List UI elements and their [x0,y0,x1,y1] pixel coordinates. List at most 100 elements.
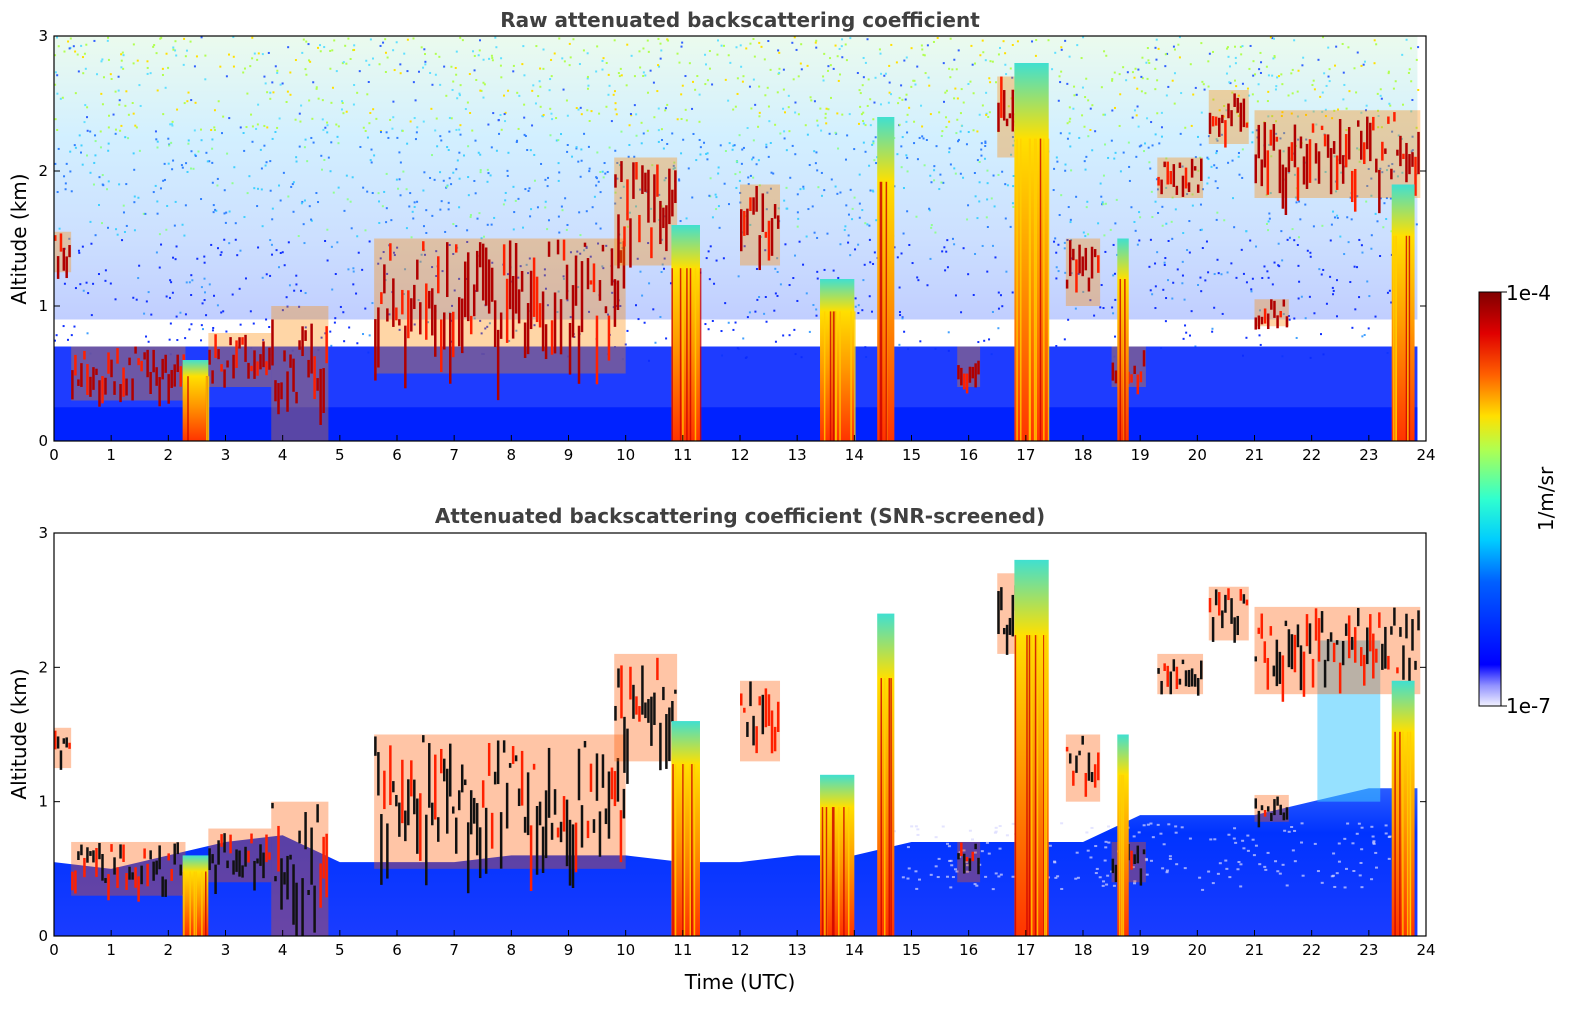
noise-speckle [620,74,623,77]
cloud-layer-streak [1350,636,1354,650]
cloud-layer-streak [422,735,425,743]
cloud-layer-streak [1175,185,1179,195]
noise-speckle [152,191,155,194]
low-snr-speck [937,857,941,860]
cloud-layer-streak [1272,124,1276,151]
noise-speckle [883,74,886,77]
noise-speckle [954,172,957,175]
precip-streak [193,871,196,936]
noise-speckle [1293,39,1296,42]
noise-speckle [200,324,203,327]
cloud-layer-streak [656,164,659,197]
cloud-layer-streak [1260,316,1264,325]
low-snr-speck [1207,870,1211,873]
low-snr-speck [955,870,959,873]
noise-speckle [490,146,493,149]
noise-speckle [1379,197,1382,200]
noise-speckle [135,126,138,129]
cloud-layer-streak [1414,156,1417,196]
noise-speckle [455,73,458,76]
noise-speckle [682,138,685,141]
noise-speckle [201,302,204,305]
cloud-layer-streak [553,292,557,354]
low-snr-speck [1112,884,1116,887]
noise-speckle [1239,45,1242,48]
noise-speckle [368,122,371,125]
cloud-layer-streak [1393,607,1396,626]
noise-speckle [371,57,374,60]
noise-speckle [906,113,909,116]
cloud-layer-streak [475,250,479,292]
noise-speckle [776,270,779,273]
cloud-layer-streak [158,377,161,407]
noise-speckle [215,209,218,212]
noise-speckle [1281,111,1284,114]
noise-speckle [1199,143,1202,146]
noise-speckle [1112,243,1115,246]
noise-speckle [997,307,1000,310]
noise-speckle [707,250,710,253]
noise-speckle [347,37,350,40]
noise-speckle [794,101,797,104]
noise-speckle [171,291,174,294]
cloud-layer-streak [559,821,563,843]
noise-speckle [1379,255,1382,258]
noise-speckle [642,132,645,135]
noise-speckle [857,122,860,125]
cloud-layer-streak [469,315,473,335]
noise-speckle [469,215,472,218]
noise-speckle [1068,132,1071,135]
noise-speckle [685,119,688,122]
cloud-layer-streak [1093,249,1097,258]
noise-speckle [201,328,204,331]
noise-speckle [62,325,65,328]
noise-speckle [228,117,231,120]
noise-speckle [165,295,168,298]
noise-speckle [829,57,832,60]
noise-speckle [1241,82,1244,85]
noise-speckle [1380,126,1383,129]
noise-speckle [477,54,480,57]
noise-speckle [137,277,140,280]
noise-speckle [189,40,192,43]
noise-speckle [739,44,742,47]
noise-speckle [495,149,498,152]
low-snr-speck [1056,875,1060,878]
noise-speckle [232,36,235,39]
x-tick-label: 1 [106,941,116,959]
noise-speckle [1298,200,1301,203]
noise-speckle [155,52,158,55]
noise-speckle [1327,46,1330,49]
cloud-layer-streak [1381,643,1384,670]
noise-speckle [274,130,277,133]
noise-speckle [480,332,483,335]
low-snr-speck [1384,824,1388,827]
precip-streak [880,678,883,936]
noise-speckle [147,340,150,343]
noise-speckle [1081,86,1084,89]
cloud-layer-streak [377,307,380,368]
cloud-layer-streak [119,844,122,859]
noise-speckle [1200,290,1203,293]
cloud-layer-streak [529,270,533,330]
noise-speckle [832,269,835,272]
cloud-layer-streak [425,283,428,340]
noise-speckle [638,50,641,53]
noise-speckle [1241,45,1244,48]
noise-speckle [1249,44,1252,47]
precip-streak [832,311,835,441]
noise-speckle [257,246,260,249]
noise-speckle [160,243,163,246]
noise-speckle [1358,160,1361,163]
noise-speckle [678,61,681,64]
cloud-layer-streak [220,834,223,847]
noise-speckle [1407,71,1410,74]
cloud-layer-streak [1359,130,1363,160]
noise-speckle [155,138,158,141]
noise-speckle [946,239,949,242]
noise-speckle [459,124,462,127]
noise-speckle [146,66,149,69]
noise-speckle [1188,251,1191,254]
cloud-layer-streak [1347,615,1351,659]
low-snr-speck [1144,859,1148,862]
